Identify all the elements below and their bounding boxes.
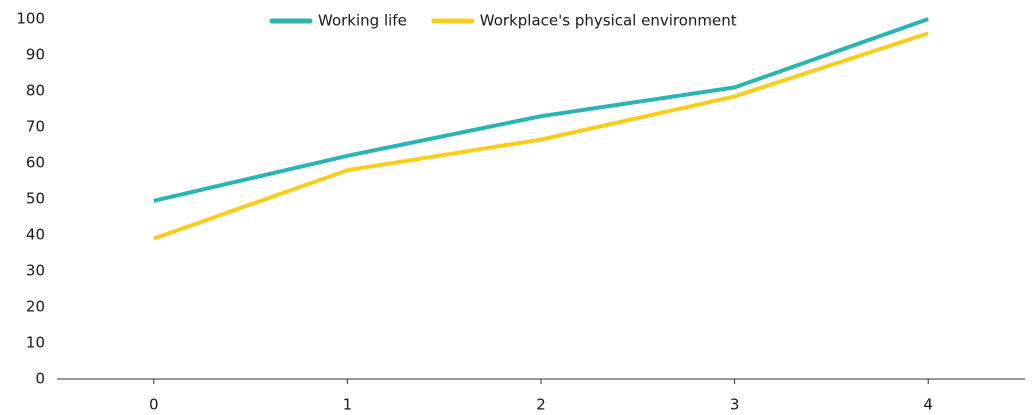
y-tick-label: 10 bbox=[26, 334, 45, 352]
y-tick-label: 50 bbox=[26, 190, 45, 208]
y-tick-label: 60 bbox=[26, 154, 45, 172]
line bbox=[153, 17, 929, 203]
x-tick-label: 3 bbox=[730, 396, 740, 414]
x-tick-label: 2 bbox=[536, 396, 546, 414]
y-tick-label: 30 bbox=[26, 262, 45, 280]
legend-label: Working life bbox=[318, 12, 407, 30]
y-tick-label: 80 bbox=[26, 82, 45, 100]
x-tick-label: 4 bbox=[923, 396, 933, 414]
legend-label: Workplace's physical environment bbox=[480, 12, 737, 30]
y-tick-label: 100 bbox=[16, 10, 45, 28]
line bbox=[153, 31, 929, 241]
y-tick-label: 90 bbox=[26, 46, 45, 64]
y-tick-label: 40 bbox=[26, 226, 45, 244]
x-tick-label: 0 bbox=[149, 396, 159, 414]
y-tick-label: 70 bbox=[26, 118, 45, 136]
y-tick-label: 0 bbox=[35, 370, 45, 388]
y-tick-label: 20 bbox=[26, 298, 45, 316]
x-tick-label: 1 bbox=[343, 396, 353, 414]
